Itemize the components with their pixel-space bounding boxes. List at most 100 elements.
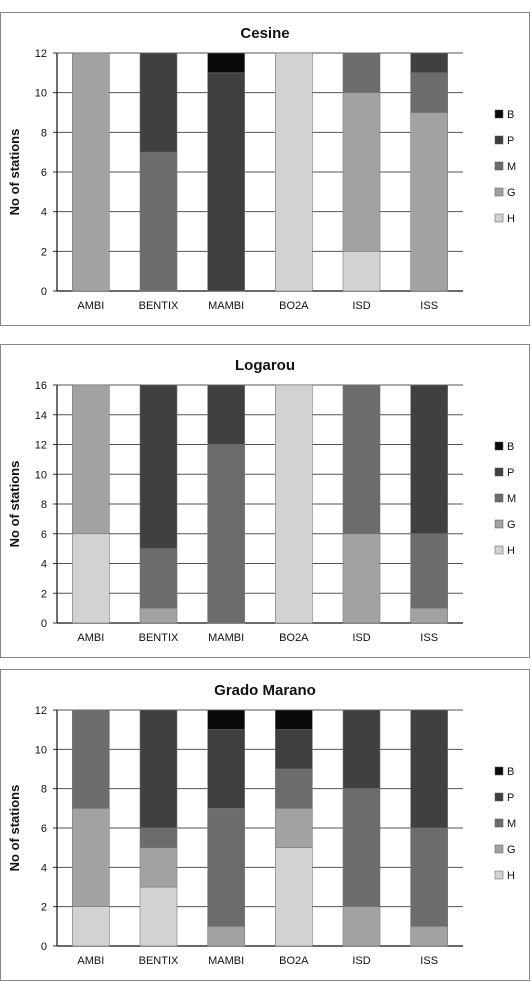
y-tick-label: 6 <box>41 823 47 835</box>
legend-swatch-b <box>494 109 504 119</box>
legend-label-p: P <box>507 135 514 147</box>
bar-segment-bo2a-m <box>275 768 313 809</box>
chart-panel-grado-marano: Grado Marano 0 2 4 6 8 10 12 No of stations AMBI B… <box>0 669 530 981</box>
legend-label-p: P <box>507 467 514 479</box>
y-tick-label: 0 <box>41 941 47 953</box>
x-tick-label: BENTIX <box>139 955 179 967</box>
bar-segment-mambi-g <box>207 926 245 947</box>
bar-segment-mambi-m <box>207 444 245 624</box>
y-axis-label: No of stations <box>7 785 22 872</box>
chart-cesine: Cesine 0 2 4 6 8 10 12 No of stations AMBI BENTIX M… <box>7 25 516 312</box>
bar-segment-isd-h <box>342 251 381 292</box>
legend-label-h: H <box>507 545 515 557</box>
x-tick-label: BO2A <box>279 300 309 312</box>
chart-title: Cesine <box>240 25 289 42</box>
legend-label-m: M <box>507 818 516 830</box>
legend-label-g: G <box>507 519 516 531</box>
bar-segment-isd-m <box>342 788 381 907</box>
bar-segment-iss-p <box>410 709 448 829</box>
bar-segment-ambi-g <box>72 808 110 907</box>
bar-segment-ambi-g <box>72 52 110 292</box>
y-tick-label: 14 <box>35 410 47 422</box>
x-tick-label: BENTIX <box>139 300 179 312</box>
legend-swatch-h <box>494 213 504 223</box>
bar-segment-iss-m <box>410 72 448 113</box>
y-tick-label: 4 <box>41 207 47 219</box>
bar-segment-bo2a-b <box>275 709 313 730</box>
bar-segment-bentix-g <box>139 607 178 624</box>
chart-title: Logarou <box>235 357 295 374</box>
legend-swatch-p <box>494 467 504 477</box>
bar-segment-bentix-m <box>139 827 178 848</box>
x-tick-label: MAMBI <box>208 300 244 312</box>
chart-title: Grado Marano <box>214 682 316 699</box>
y-tick-label: 10 <box>35 744 47 756</box>
bar-segment-mambi-b <box>207 709 245 730</box>
bar-segment-ambi-m <box>72 709 110 809</box>
bar-segment-mambi-p <box>207 72 245 292</box>
x-tick-label: ISS <box>420 632 438 644</box>
x-tick-label: AMBI <box>77 955 104 967</box>
y-tick-label: 12 <box>35 705 47 717</box>
bar-segment-bentix-g <box>139 847 178 888</box>
bar-segment-iss-p <box>410 52 448 74</box>
y-tick-label: 4 <box>41 862 47 874</box>
bar-segment-mambi-m <box>207 808 245 927</box>
legend-swatch-b <box>494 766 504 776</box>
bar-segment-bo2a-h <box>275 384 313 624</box>
y-tick-label: 10 <box>35 469 47 481</box>
x-tick-label: AMBI <box>77 632 104 644</box>
y-tick-label: 2 <box>41 902 47 914</box>
bar-segment-bo2a-g <box>275 808 313 848</box>
bar-segment-bo2a-h <box>275 847 313 947</box>
y-tick-label: 0 <box>41 618 47 630</box>
x-tick-label: MAMBI <box>208 632 244 644</box>
y-tick-label: 0 <box>41 286 47 298</box>
bar-segment-isd-m <box>342 52 381 93</box>
y-axis-label: No of stations <box>7 461 22 548</box>
legend-label-m: M <box>507 161 516 173</box>
x-tick-label: ISD <box>352 632 370 644</box>
y-tick-label: 8 <box>41 499 47 511</box>
x-tick-label: ISD <box>352 300 370 312</box>
bar-segment-iss-m <box>410 533 448 609</box>
y-tick-label: 8 <box>41 127 47 139</box>
legend-swatch-m <box>494 493 504 503</box>
x-tick-label: AMBI <box>77 300 104 312</box>
y-tick-label: 6 <box>41 167 47 179</box>
bar-segment-isd-g <box>342 533 381 624</box>
bar-segment-isd-g <box>342 92 381 252</box>
y-tick-label: 12 <box>35 48 47 60</box>
bar-segment-iss-g <box>410 607 448 624</box>
legend-label-g: G <box>507 187 516 199</box>
bar-segment-ambi-h <box>72 906 110 947</box>
chart-grado-marano: Grado Marano 0 2 4 6 8 10 12 No of stations AMBI B… <box>7 682 516 967</box>
legend-swatch-p <box>494 792 504 802</box>
x-tick-label: ISS <box>420 955 438 967</box>
legend-swatch-g <box>494 519 504 529</box>
legend-label-b: B <box>507 441 514 453</box>
legend-swatch-g <box>494 187 504 197</box>
chart-panel-logarou: Logarou 0 2 4 6 8 10 12 14 16 No of stations AMBI BE… <box>0 344 530 658</box>
bar-segment-isd-m <box>342 384 381 535</box>
legend-swatch-h <box>494 870 504 880</box>
bar-segment-iss-m <box>410 827 448 927</box>
bar-segment-mambi-p <box>207 384 245 445</box>
y-tick-label: 10 <box>35 88 47 100</box>
x-tick-label: BO2A <box>279 955 309 967</box>
y-tick-label: 8 <box>41 784 47 796</box>
bar-segment-bentix-p <box>139 52 178 153</box>
bar-segment-ambi-h <box>72 533 110 624</box>
bar-segment-bentix-p <box>139 384 178 549</box>
y-tick-label: 2 <box>41 246 47 258</box>
bar-segment-isd-g <box>342 906 381 947</box>
x-tick-label: ISD <box>352 955 370 967</box>
legend-swatch-m <box>494 818 504 828</box>
bar-segment-iss-p <box>410 384 448 535</box>
bar-segment-bentix-m <box>139 548 178 609</box>
bar-segment-bentix-p <box>139 709 178 829</box>
bar-segment-iss-g <box>410 112 448 292</box>
chart-panel-cesine: Cesine 0 2 4 6 8 10 12 No of stations AMBI BENTIX M… <box>0 12 530 326</box>
legend-swatch-m <box>494 161 504 171</box>
bar-segment-ambi-g <box>72 384 110 535</box>
